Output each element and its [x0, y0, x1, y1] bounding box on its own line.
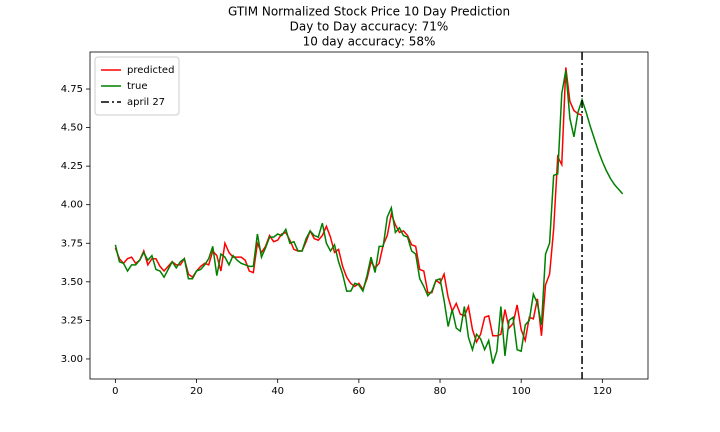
chart-title: GTIM Normalized Stock Price 10 Day Predi…: [228, 5, 510, 19]
chart-title: 10 day accuracy: 58%: [303, 35, 436, 49]
plot-frame: [89, 51, 649, 380]
y-tick-label: 4.00: [61, 200, 83, 211]
y-tick-label: 3.25: [61, 315, 83, 326]
legend-label: true: [127, 81, 148, 92]
x-tick-label: 0: [112, 386, 118, 397]
y-tick-label: 4.75: [61, 84, 83, 95]
y-tick-label: 4.50: [61, 123, 83, 134]
y-tick-label: 3.75: [61, 238, 83, 249]
legend-label: predicted: [127, 65, 174, 76]
x-tick-label: 20: [190, 386, 203, 397]
x-tick-label: 80: [434, 386, 447, 397]
legend-label: april 27: [127, 97, 165, 108]
legend-box: [94, 56, 180, 116]
y-tick-label: 4.25: [61, 161, 83, 172]
y-tick-label: 3.50: [61, 277, 83, 288]
x-tick-label: 100: [512, 386, 531, 397]
series-line: [114, 67, 583, 344]
chart-title: Day to Day accuracy: 71%: [290, 20, 449, 34]
x-tick-label: 40: [271, 386, 284, 397]
x-tick-label: 120: [593, 386, 612, 397]
x-tick-label: 60: [352, 386, 365, 397]
series-line: [114, 70, 624, 364]
y-tick-label: 3.00: [61, 354, 83, 365]
